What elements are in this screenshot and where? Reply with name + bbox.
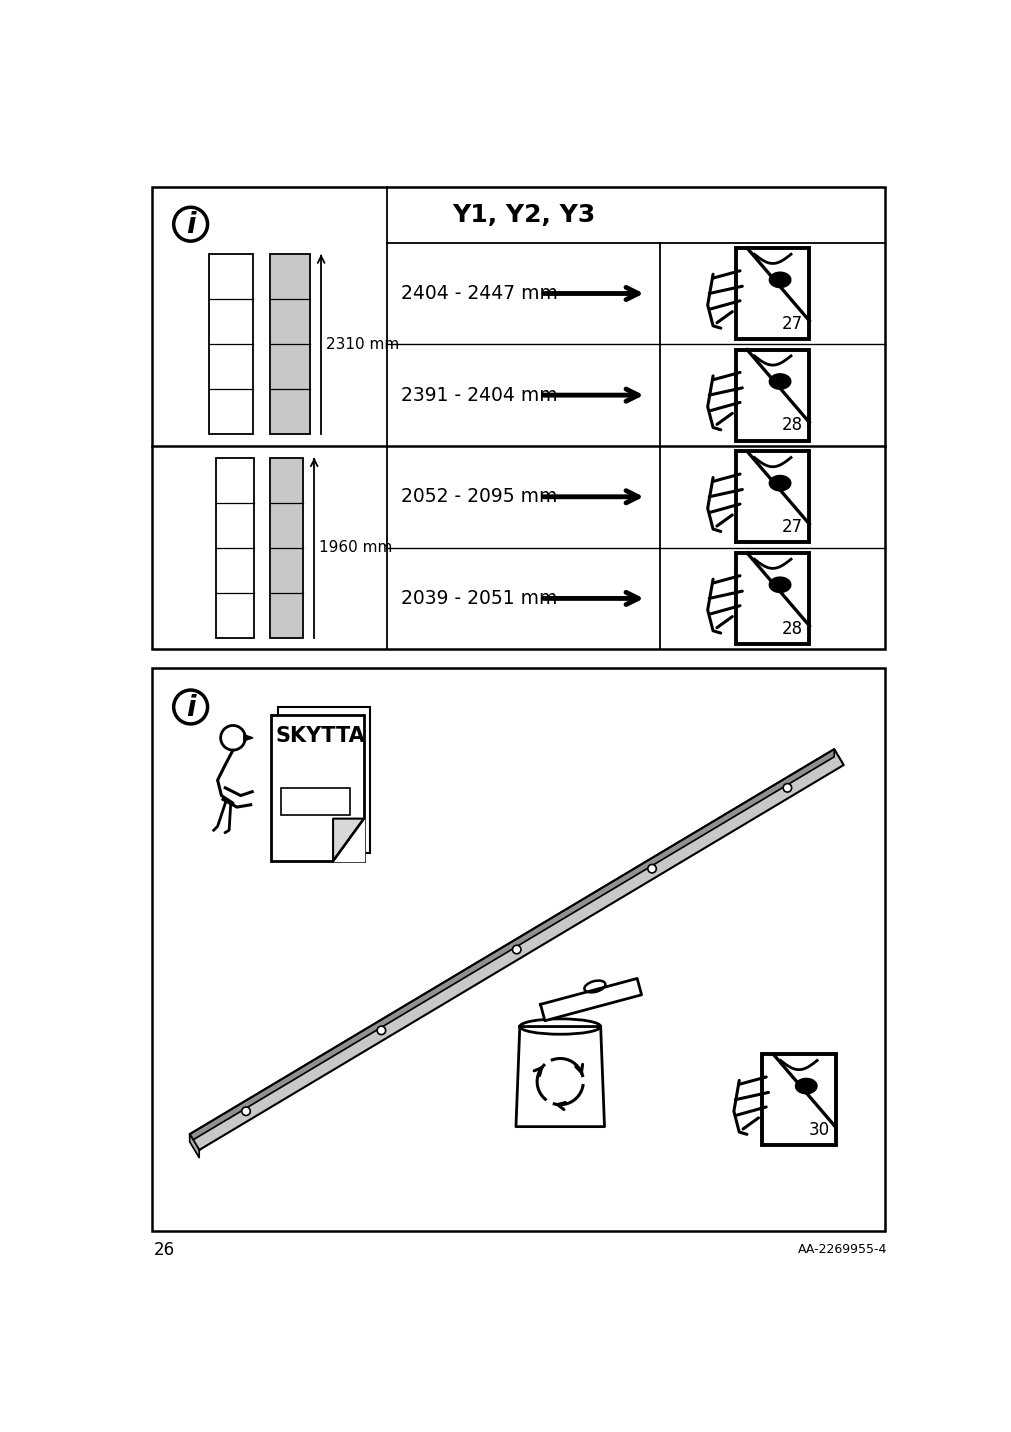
- Polygon shape: [333, 819, 364, 861]
- Text: 2404 - 2447 mm: 2404 - 2447 mm: [400, 284, 557, 304]
- Bar: [215, 457, 254, 637]
- Text: 1960 mm: 1960 mm: [318, 540, 392, 556]
- Text: SKYTTA: SKYTTA: [276, 726, 365, 746]
- Polygon shape: [189, 749, 843, 1150]
- Bar: [270, 255, 310, 434]
- Polygon shape: [244, 735, 253, 740]
- Bar: [152, 188, 885, 649]
- Circle shape: [242, 1107, 250, 1116]
- Text: 28: 28: [782, 620, 803, 637]
- Polygon shape: [768, 577, 790, 593]
- Text: 2039 - 2051 mm: 2039 - 2051 mm: [400, 589, 557, 609]
- Polygon shape: [768, 374, 790, 390]
- Polygon shape: [540, 978, 641, 1021]
- Text: i: i: [186, 693, 195, 722]
- Text: 2310 mm: 2310 mm: [326, 337, 398, 352]
- Text: 28: 28: [782, 417, 803, 434]
- Bar: [280, 788, 350, 815]
- Polygon shape: [516, 1027, 604, 1127]
- Circle shape: [377, 1027, 385, 1035]
- Text: AA-2269955-4: AA-2269955-4: [798, 1243, 887, 1256]
- Polygon shape: [189, 749, 833, 1141]
- Circle shape: [512, 945, 521, 954]
- Text: 26: 26: [154, 1242, 175, 1259]
- Bar: [735, 553, 809, 644]
- Text: 2052 - 2095 mm: 2052 - 2095 mm: [400, 487, 557, 507]
- Circle shape: [783, 783, 791, 792]
- Circle shape: [647, 865, 656, 874]
- Bar: [271, 715, 364, 861]
- Text: 27: 27: [782, 315, 803, 332]
- Bar: [152, 669, 885, 1230]
- Bar: [735, 349, 809, 441]
- Bar: [761, 1054, 835, 1146]
- Text: Y1, Y2, Y3: Y1, Y2, Y3: [452, 203, 594, 226]
- Bar: [277, 707, 370, 853]
- Text: 30: 30: [808, 1121, 829, 1138]
- Text: 27: 27: [782, 518, 803, 536]
- Polygon shape: [795, 1078, 816, 1094]
- Polygon shape: [768, 272, 790, 288]
- Bar: [208, 255, 253, 434]
- Polygon shape: [333, 819, 364, 861]
- Text: i: i: [186, 211, 195, 239]
- Polygon shape: [768, 475, 790, 491]
- Bar: [735, 451, 809, 543]
- Polygon shape: [189, 1134, 199, 1157]
- Bar: [735, 248, 809, 339]
- Text: 2391 - 2404 mm: 2391 - 2404 mm: [400, 385, 557, 405]
- Bar: [269, 457, 303, 637]
